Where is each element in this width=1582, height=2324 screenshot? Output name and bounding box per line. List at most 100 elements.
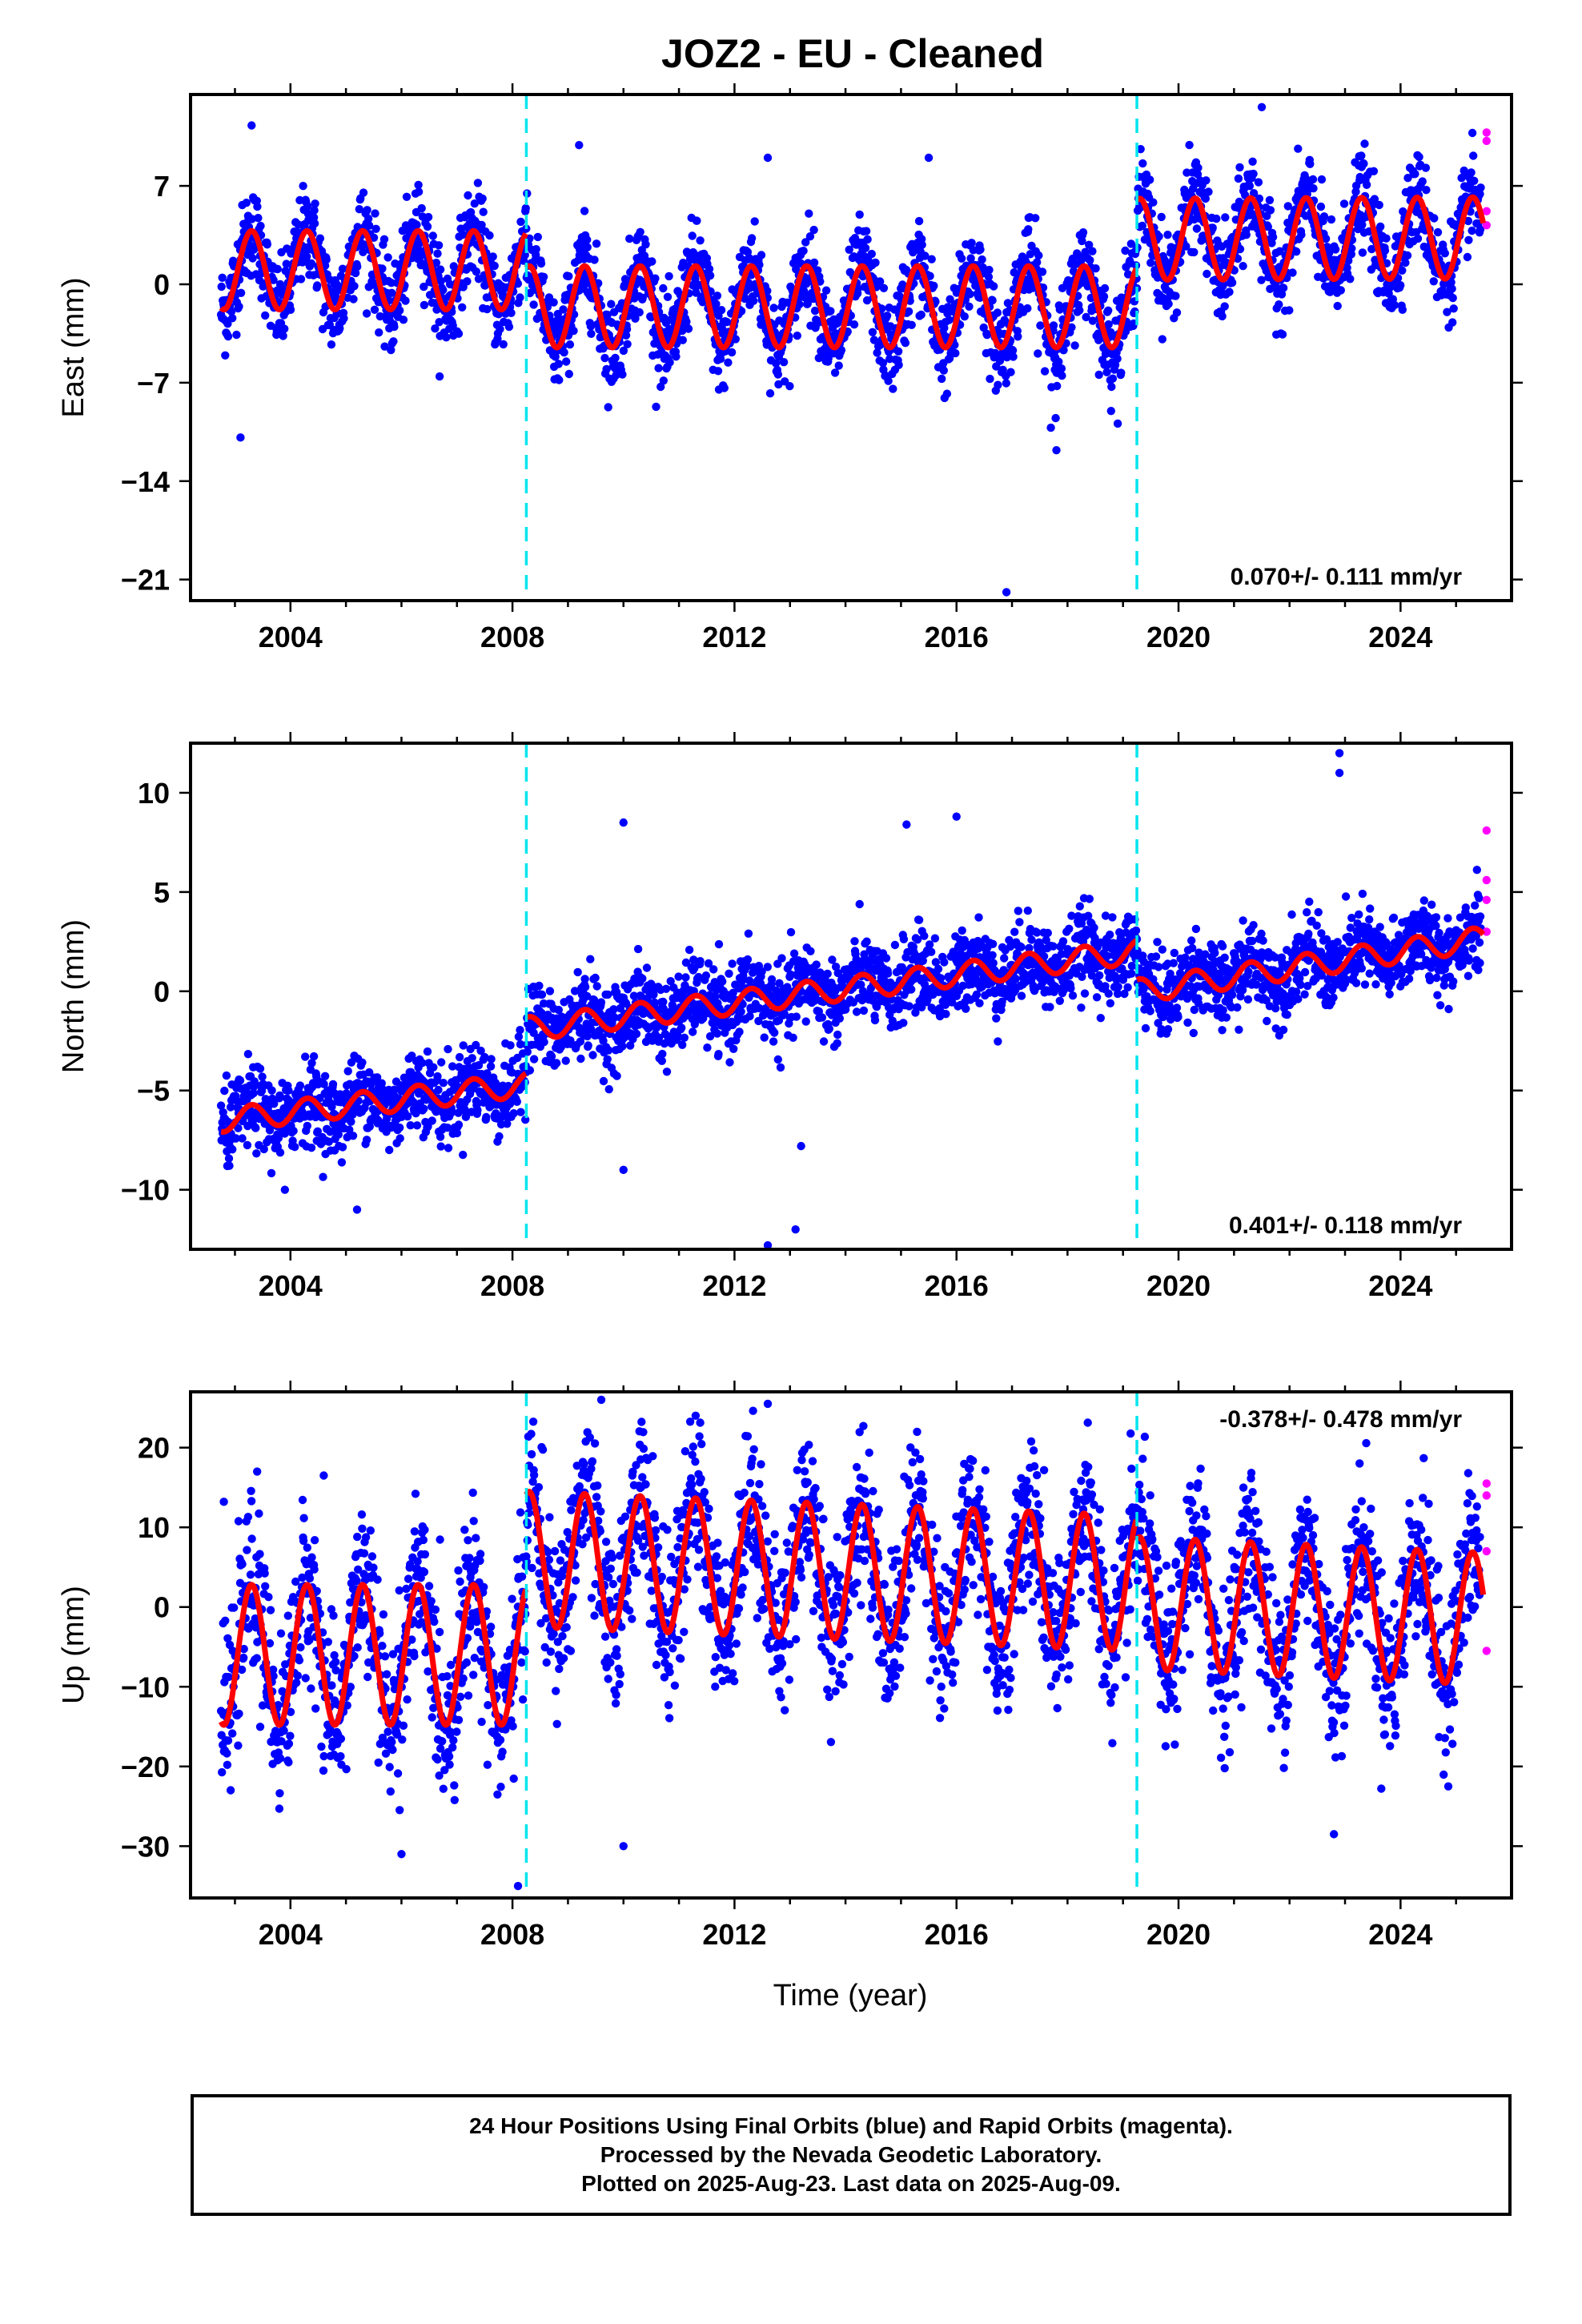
east-point — [387, 279, 396, 287]
east-outlier-point — [1257, 103, 1267, 111]
east-point — [779, 358, 789, 367]
east-point — [942, 389, 952, 398]
north-point — [436, 1142, 445, 1151]
north-point — [231, 1134, 240, 1143]
north-point — [576, 1037, 585, 1046]
east-point — [1294, 144, 1303, 153]
north-point — [267, 1168, 276, 1178]
north-point — [537, 990, 547, 999]
east-point — [363, 206, 371, 215]
north-point — [681, 973, 690, 982]
east-point — [772, 359, 781, 368]
east-point — [1447, 278, 1456, 287]
east-point — [873, 348, 881, 357]
north-point — [443, 1124, 452, 1132]
north-point — [662, 1068, 672, 1076]
north-point — [859, 1006, 869, 1015]
east-point — [1415, 152, 1423, 162]
east-point — [1326, 287, 1335, 296]
north-point — [745, 976, 754, 985]
north-point — [592, 982, 601, 991]
east-point — [621, 331, 631, 340]
east-point — [371, 209, 379, 218]
north-point — [763, 963, 772, 971]
north-point — [545, 987, 555, 995]
east-point — [1204, 187, 1213, 196]
north-point — [789, 949, 799, 958]
north-point — [666, 977, 675, 986]
east-point — [362, 309, 371, 318]
east-point — [876, 277, 885, 286]
north-point — [819, 1037, 829, 1046]
east-point — [338, 264, 347, 273]
east-y-axis-title: East (mm) — [57, 277, 90, 417]
east-point — [801, 238, 810, 247]
east-point — [967, 239, 976, 247]
east-point — [583, 235, 592, 244]
north-point — [650, 998, 659, 1007]
north-point — [396, 1123, 404, 1132]
north-point — [735, 1027, 744, 1036]
east-point — [478, 194, 487, 203]
north-point — [930, 934, 940, 943]
north-point — [573, 967, 582, 977]
east-outlier-point — [247, 121, 256, 130]
north-point — [238, 1134, 247, 1143]
east-point — [1008, 346, 1018, 355]
north-point — [767, 975, 777, 984]
north-point — [648, 1036, 656, 1045]
north-point — [529, 1055, 539, 1063]
east-point — [1283, 202, 1293, 211]
east-point — [1403, 174, 1412, 183]
east-point — [1401, 258, 1410, 267]
east-point — [1275, 247, 1284, 255]
east-point — [549, 298, 558, 307]
north-point — [468, 1054, 476, 1063]
north-point — [823, 969, 832, 979]
east-model-curve-3 — [1134, 194, 1487, 283]
north-point — [275, 1091, 284, 1100]
east-point — [424, 212, 433, 222]
east-point — [672, 352, 681, 361]
east-frame — [189, 93, 1513, 602]
east-point — [254, 214, 263, 223]
east-point — [1121, 246, 1130, 255]
east-point — [532, 245, 540, 254]
north-point — [899, 935, 909, 944]
east-y-tick-label: −14 — [121, 465, 170, 498]
east-point — [1158, 335, 1167, 344]
north-point — [975, 999, 984, 1007]
east-point — [641, 240, 650, 249]
north-point — [424, 1122, 432, 1132]
north-point — [225, 1161, 234, 1170]
east-point — [1375, 200, 1383, 210]
north-point — [407, 1068, 416, 1077]
east-point — [339, 314, 348, 323]
east-point — [383, 253, 392, 262]
north-point — [423, 1047, 432, 1056]
east-point — [1403, 251, 1412, 260]
north-point — [309, 1051, 319, 1061]
east-point — [921, 251, 930, 260]
north-point — [291, 1143, 299, 1152]
east-point — [757, 251, 766, 259]
east-point — [242, 199, 251, 207]
east-point — [957, 254, 966, 263]
north-point — [780, 1009, 789, 1018]
east-point — [1067, 323, 1076, 332]
north-point — [249, 1088, 258, 1098]
north-point — [486, 1062, 496, 1071]
east-point — [1254, 178, 1263, 187]
north-point — [224, 1154, 234, 1163]
east-point — [1086, 255, 1094, 265]
east-point — [799, 247, 808, 255]
north-point — [235, 1076, 245, 1085]
east-point — [1413, 234, 1423, 243]
east-point — [236, 288, 246, 297]
east-point — [1053, 381, 1062, 391]
north-point — [251, 1124, 260, 1132]
east-point — [349, 295, 358, 304]
east-point — [648, 257, 656, 266]
east-point — [477, 220, 486, 230]
east-point — [295, 195, 304, 205]
